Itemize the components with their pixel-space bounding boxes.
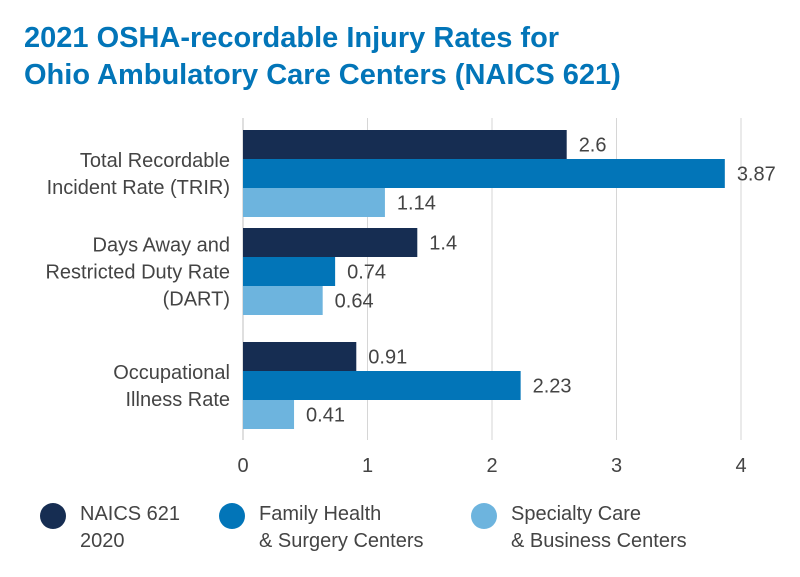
chart-title: 2021 OSHA-recordable Injury Rates for Oh…: [24, 20, 621, 94]
category-label: Total Recordable: [80, 150, 230, 172]
data-label: 3.87: [737, 164, 776, 186]
legend-label-line-1: NAICS 621: [80, 503, 181, 525]
legend-swatch-family-health: [219, 503, 245, 529]
category-label: Occupational: [113, 362, 230, 384]
x-tick-label: 0: [237, 455, 248, 477]
category-label: (DART): [163, 289, 230, 311]
bar: [243, 371, 521, 400]
chart-title-line-2: Ohio Ambulatory Care Centers (NAICS 621): [24, 59, 621, 91]
legend-item-family-health: Family Health & Surgery Centers: [219, 501, 424, 555]
x-tick-label: 4: [735, 455, 746, 477]
x-tick-label: 2: [486, 455, 497, 477]
x-tick-label: 1: [362, 455, 373, 477]
legend-label-line-1: Family Health: [259, 503, 382, 525]
bar: [243, 188, 385, 217]
category-label: Incident Rate (TRIR): [47, 177, 230, 199]
bar: [243, 400, 295, 429]
legend-label-line-2: & Business Centers: [511, 530, 687, 552]
data-label: 0.41: [306, 405, 345, 427]
category-label: Days Away and: [93, 235, 231, 257]
data-label: 1.4: [429, 233, 457, 255]
data-label: 0.64: [335, 291, 374, 313]
legend-label-line-2: 2020: [80, 530, 125, 552]
bar: [243, 130, 567, 159]
legend-item-naics-621-2020: NAICS 621 2020: [40, 501, 180, 555]
data-label: 2.23: [533, 376, 572, 398]
legend-label-line-1: Specialty Care: [511, 503, 642, 525]
legend-item-specialty-care: Specialty Care & Business Centers: [471, 501, 687, 555]
data-label: 0.91: [368, 347, 407, 369]
category-label: Restricted Duty Rate: [45, 262, 230, 284]
bar: [243, 228, 418, 257]
bar: [243, 342, 357, 371]
legend-swatch-naics-621-2020: [40, 503, 66, 529]
chart-title-line-1: 2021 OSHA-recordable Injury Rates for: [24, 22, 560, 54]
legend-label-line-2: & Surgery Centers: [259, 530, 424, 552]
legend-swatch-specialty-care: [471, 503, 497, 529]
x-tick-label: 3: [611, 455, 622, 477]
data-label: 2.6: [579, 135, 607, 157]
data-label: 1.14: [397, 193, 436, 215]
bar: [243, 257, 336, 286]
data-label: 0.74: [347, 262, 386, 284]
category-label: Illness Rate: [126, 389, 231, 411]
bar: [243, 286, 323, 315]
bar: [243, 159, 725, 188]
